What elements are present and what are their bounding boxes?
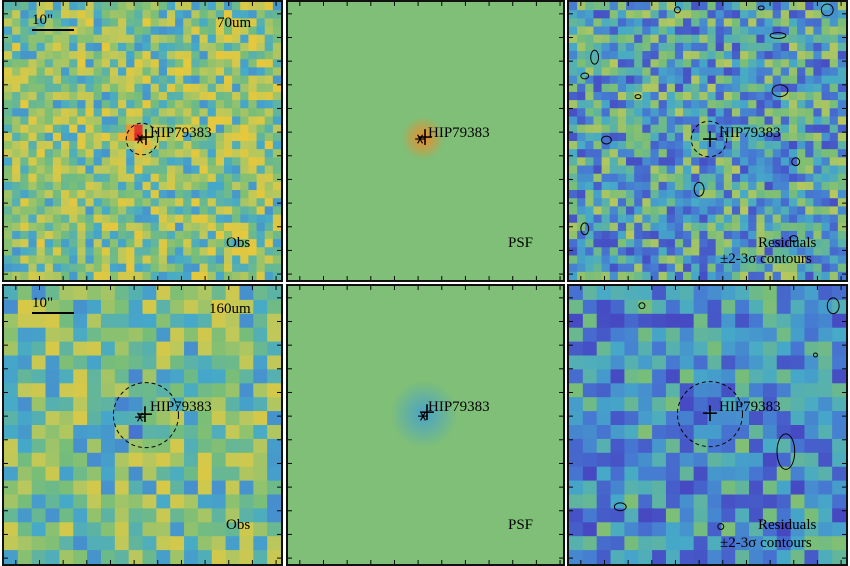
target-label: HIP79383 <box>150 125 212 141</box>
panel-label-contours: ±2-3σ contours <box>720 251 812 267</box>
scale-bar-label: 10" <box>32 12 54 28</box>
band-label: 160um <box>209 301 251 317</box>
panel-label-psf: PSF <box>508 517 534 533</box>
target-label: HIP79383 <box>428 125 490 141</box>
obs-70um-panel: 10" 70um HIP79383 Obs <box>2 0 283 282</box>
scale-bar-label: 10" <box>32 295 54 311</box>
psf-70um-panel: HIP79383 PSF <box>286 0 565 282</box>
obs-160um-map <box>4 286 281 564</box>
panel-label-obs: Obs <box>226 517 251 533</box>
residuals-70um-map <box>569 2 846 280</box>
residuals-160um-map <box>569 286 846 564</box>
residuals-160um-panel: HIP79383 Residuals ±2-3σ contours <box>567 284 848 566</box>
psf-160um-panel: HIP79383 PSF <box>286 284 565 566</box>
panel-label-residuals: Residuals <box>758 517 817 533</box>
panel-label-residuals: Residuals <box>758 235 817 251</box>
scale-bar <box>32 29 74 31</box>
target-label: HIP79383 <box>428 399 490 415</box>
target-label: HIP79383 <box>719 125 781 141</box>
psf-160um-map <box>288 286 563 564</box>
psf-70um-map <box>288 2 563 280</box>
panel-label-psf: PSF <box>508 235 534 251</box>
target-label: HIP79383 <box>150 399 212 415</box>
target-label: HIP79383 <box>719 399 781 415</box>
obs-70um-map <box>4 2 281 280</box>
scale-bar <box>32 312 74 314</box>
obs-160um-panel: 10" 160um HIP79383 Obs <box>2 284 283 566</box>
panel-label-contours: ±2-3σ contours <box>720 535 812 551</box>
residuals-70um-panel: HIP79383 Residuals ±2-3σ contours <box>567 0 848 282</box>
panel-label-obs: Obs <box>226 235 251 251</box>
band-label: 70um <box>217 15 252 31</box>
